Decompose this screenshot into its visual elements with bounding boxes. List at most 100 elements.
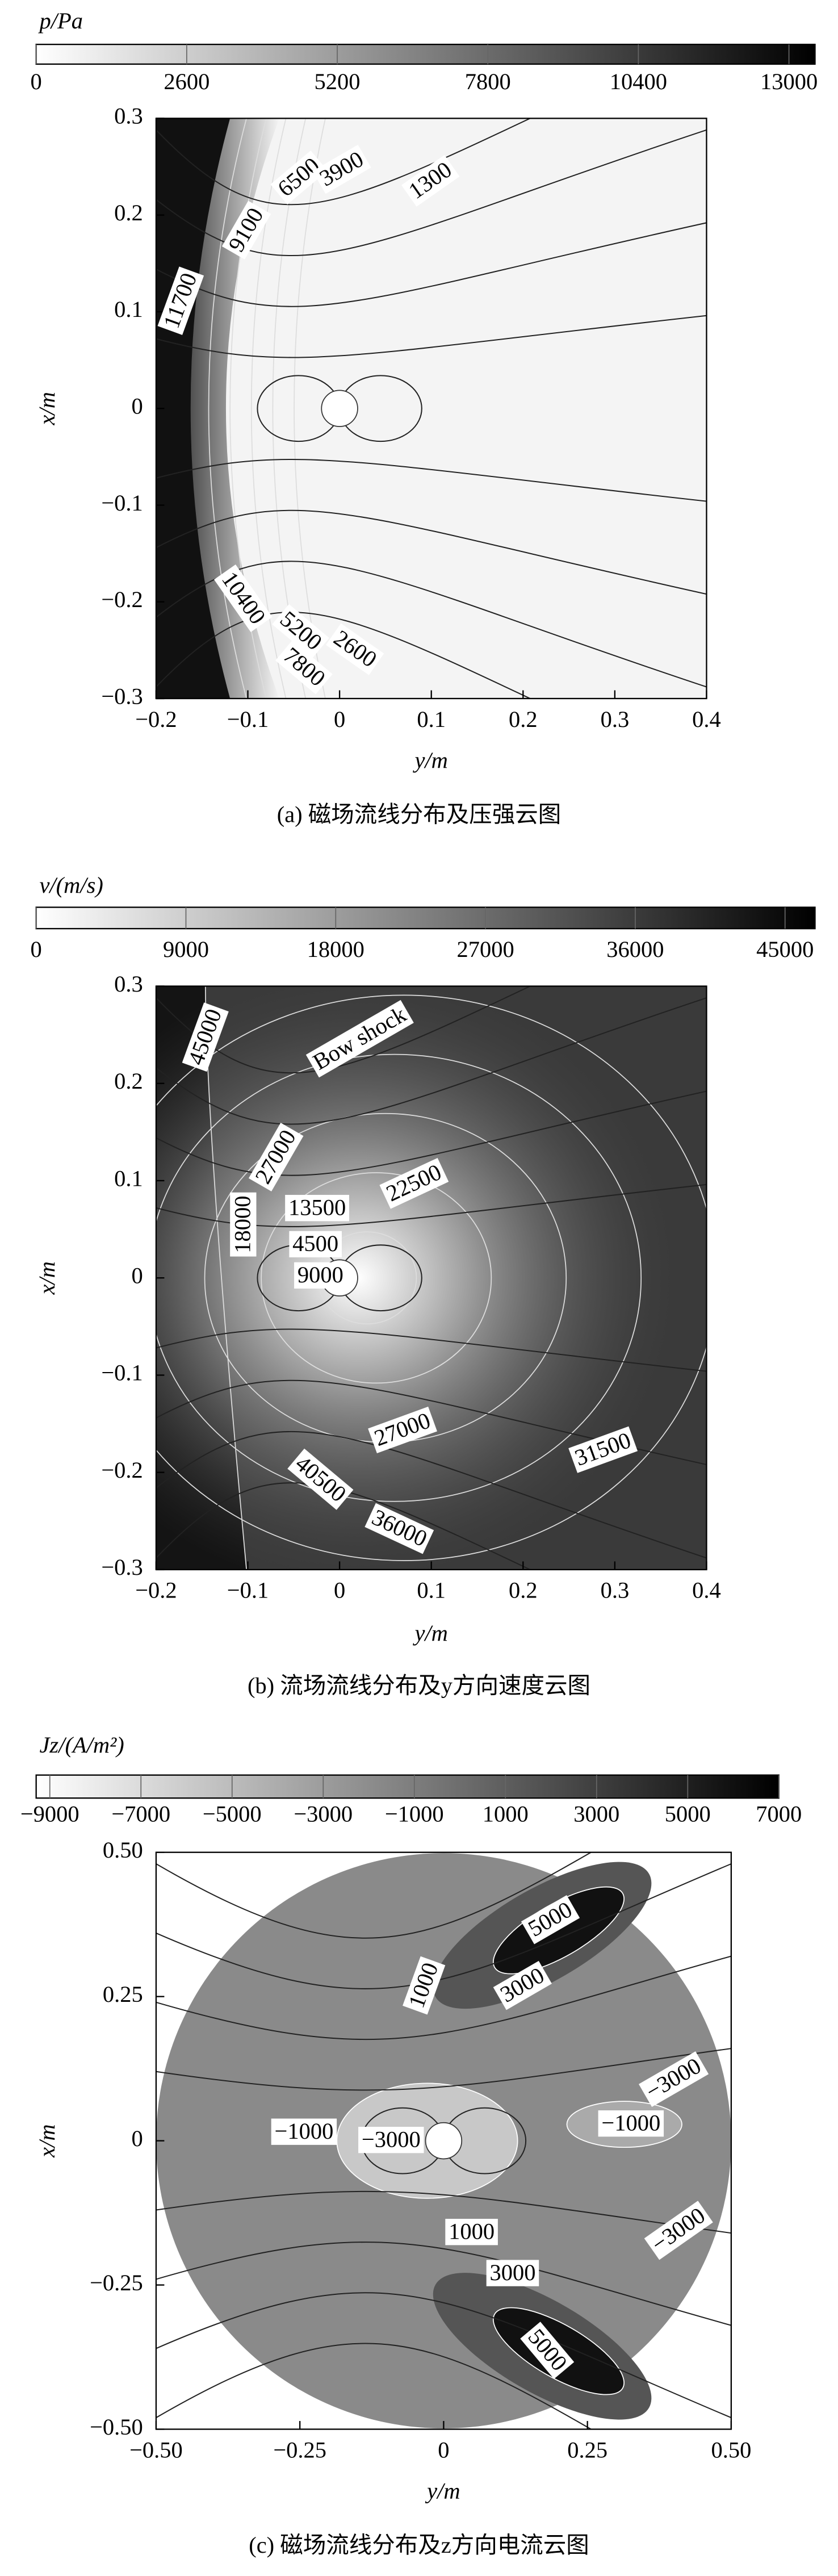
streamline	[156, 509, 707, 595]
caption: (b) 流场流线分布及y方向速度云图	[248, 1673, 590, 1699]
colorbar-tick-label: −7000	[111, 1801, 170, 1826]
x-tick-label: 0.3	[601, 1578, 630, 1603]
x-tick-label: 0.3	[601, 706, 630, 732]
contour-label: 9000	[294, 1262, 347, 1289]
x-tick-label: 0.2	[509, 1578, 538, 1603]
streamline	[156, 1328, 707, 1372]
annotation-box	[305, 1000, 414, 1078]
contour-label-box	[379, 1157, 449, 1209]
body	[425, 2122, 463, 2160]
y-tick-label: 0	[132, 2126, 143, 2151]
colorbar-tick-label: 13000	[760, 69, 818, 94]
y-tick-label: 0.3	[114, 103, 143, 129]
streamline	[156, 118, 532, 206]
y-tick-label: −0.2	[101, 587, 143, 612]
contour-label-box	[289, 1231, 342, 1258]
plot-area	[156, 986, 707, 1570]
streamline	[156, 2343, 593, 2429]
x-tick-label: 0.1	[417, 1578, 446, 1603]
contour-label-box	[221, 200, 271, 260]
x-axis-label: y/m	[412, 1620, 447, 1646]
colorbar-tick-label: 18000	[307, 936, 364, 962]
x-tick-label: 0.4	[692, 706, 721, 732]
y-tick-label: 0.25	[103, 1981, 143, 2007]
contour-label: 3000	[486, 2260, 539, 2286]
contour-label-box	[275, 640, 333, 695]
x-tick-label: 0.1	[417, 706, 446, 732]
x-tick-label: −0.2	[135, 1578, 177, 1603]
x-tick-label: 0.50	[711, 2437, 751, 2462]
x-tick-label: −0.50	[129, 2437, 183, 2462]
streamline	[156, 222, 707, 307]
streamline	[156, 1184, 707, 1227]
y-tick-label: 0.50	[103, 1837, 143, 1863]
colorbar	[35, 44, 816, 65]
contour-label-text: 13500	[288, 1194, 346, 1220]
contour-label: 4500	[289, 1231, 342, 1258]
y-axis-label: x/m	[34, 392, 60, 425]
contour-label-text: 9000	[298, 1262, 343, 1287]
streamline	[156, 2292, 731, 2419]
colorbar-tick-label: 5000	[665, 1801, 711, 1826]
contour-label-box	[486, 2260, 539, 2286]
x-tick-label: 0.4	[692, 1578, 721, 1603]
streamline	[156, 612, 532, 699]
colorbar	[35, 906, 816, 930]
contour-label-text: 3000	[489, 2260, 535, 2285]
colorbar-label: v/(m/s)	[39, 872, 103, 898]
contour-label-text: 1000	[449, 2218, 495, 2244]
body	[321, 390, 358, 427]
field	[156, 118, 231, 699]
x-tick-label: −0.25	[273, 2437, 326, 2462]
y-tick-label: 0.1	[114, 1165, 143, 1191]
colorbar-label: Jz/(A/m²)	[39, 1732, 124, 1758]
contour-label-box	[520, 2322, 575, 2379]
y-tick-label: 0	[132, 394, 143, 419]
colorbar-tick-label: 10400	[610, 69, 667, 94]
x-tick-label: 0	[334, 1578, 345, 1603]
x-axis-label: y/m	[412, 747, 447, 773]
colorbar-tick-label: −1000	[385, 1801, 444, 1826]
streamline	[156, 561, 707, 688]
colorbar-tick-label: 0	[31, 69, 42, 94]
colorbar-tick-label: 5200	[315, 69, 361, 94]
contour-label-box	[312, 144, 371, 194]
contour-label-box	[272, 604, 329, 658]
colorbar-tick-label: −3000	[294, 1801, 353, 1826]
x-tick-label: −0.1	[227, 1578, 269, 1603]
x-tick-label: −0.2	[135, 706, 177, 732]
contour-label-text: −1000	[274, 2118, 333, 2144]
streamline	[156, 1090, 707, 1176]
y-tick-label: −0.3	[101, 683, 143, 709]
colorbar-tick-label: 45000	[756, 936, 814, 962]
colorbar-label: p/Pa	[37, 8, 83, 34]
colorbar-tick-label: 0	[31, 936, 42, 962]
x-tick-label: 0.25	[567, 2437, 607, 2462]
contour-label: −3000	[358, 2126, 424, 2153]
x-tick-label: −0.1	[227, 706, 269, 732]
contour-label-box	[521, 1895, 580, 1944]
y-tick-label: 0.1	[114, 296, 143, 322]
contour-label-box	[644, 2201, 713, 2260]
contour-label-box	[157, 266, 204, 335]
y-tick-label: 0.3	[114, 971, 143, 997]
streamline	[156, 1431, 707, 1559]
contour-label-box	[182, 1002, 229, 1072]
colorbar-tick-label: 2600	[164, 69, 210, 94]
streamline	[156, 1955, 731, 2040]
caption: (a) 磁场流线分布及压强云图	[277, 802, 562, 827]
contour-line	[156, 1053, 642, 1502]
colorbar-tick-label: 1000	[483, 1801, 529, 1826]
contour-label: −1000	[598, 2110, 664, 2137]
contour-label: 1000	[445, 2218, 498, 2245]
colorbar	[35, 1774, 780, 1799]
y-tick-label: −0.1	[101, 1360, 143, 1386]
contour-label-box	[445, 2219, 498, 2245]
contour-label: 13500	[285, 1194, 349, 1222]
contour-label-text: −1000	[601, 2110, 660, 2135]
streamline	[156, 2242, 731, 2326]
colorbar-tick-label: 36000	[606, 936, 664, 962]
contour-label-box	[270, 150, 328, 205]
y-tick-label: 0.2	[114, 1068, 143, 1094]
